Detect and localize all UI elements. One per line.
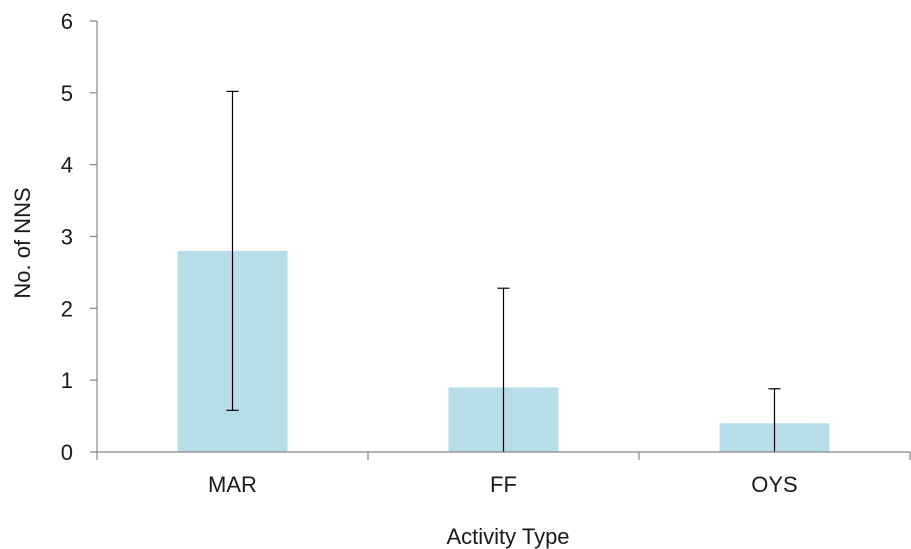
y-tick-label: 6 xyxy=(61,9,73,34)
y-tick-label: 1 xyxy=(61,368,73,393)
x-tick-label: OYS xyxy=(751,472,797,497)
x-axis-title: Activity Type xyxy=(446,524,569,549)
y-axis-title: No. of NNS xyxy=(10,187,35,298)
error-bars-layer xyxy=(226,90,781,452)
axes-layer xyxy=(90,20,911,460)
y-tick-label: 4 xyxy=(61,153,73,178)
x-tick-label: FF xyxy=(490,472,517,497)
y-tick-label: 2 xyxy=(61,296,73,321)
x-tick-label: MAR xyxy=(208,472,257,497)
y-tick-label: 0 xyxy=(61,440,73,465)
y-tick-label: 5 xyxy=(61,81,73,106)
x-tick-labels: MAR FF OYS xyxy=(208,472,798,497)
y-tick-label: 3 xyxy=(61,225,73,250)
y-tick-labels: 0 1 2 3 4 5 6 xyxy=(61,9,73,465)
